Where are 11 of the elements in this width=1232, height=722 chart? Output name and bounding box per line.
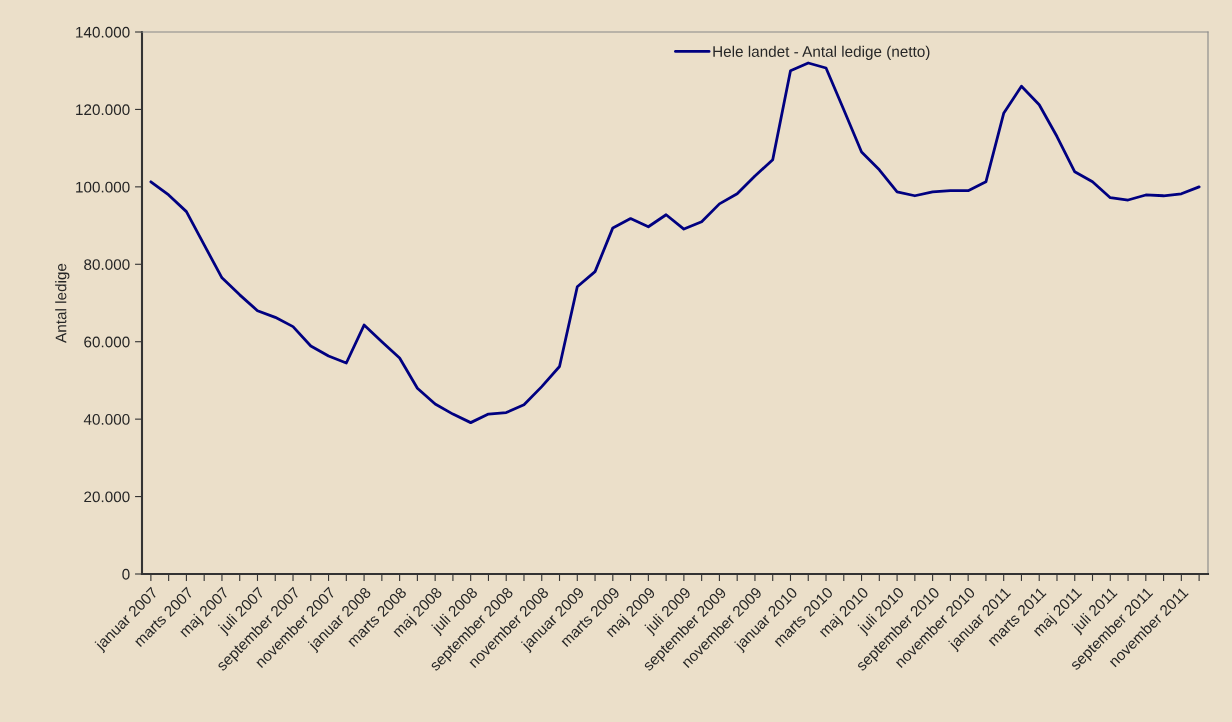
line-series xyxy=(149,61,1201,425)
y-tick-label: 40.000 xyxy=(83,414,130,425)
y-tick-label: 140.000 xyxy=(76,26,130,38)
y-tick-label: 0 xyxy=(122,568,130,580)
y-tick-label: 120.000 xyxy=(76,104,130,116)
y-tick-label: 60.000 xyxy=(84,336,130,348)
y-axis-title: Antal ledige xyxy=(55,263,70,343)
y-tick-label: 20.000 xyxy=(84,491,130,503)
y-tick-label: 100.000 xyxy=(76,181,130,193)
legend-label: Hele landet - Antal ledige (netto) xyxy=(713,45,930,60)
y-tick-label: 80.000 xyxy=(84,259,130,270)
